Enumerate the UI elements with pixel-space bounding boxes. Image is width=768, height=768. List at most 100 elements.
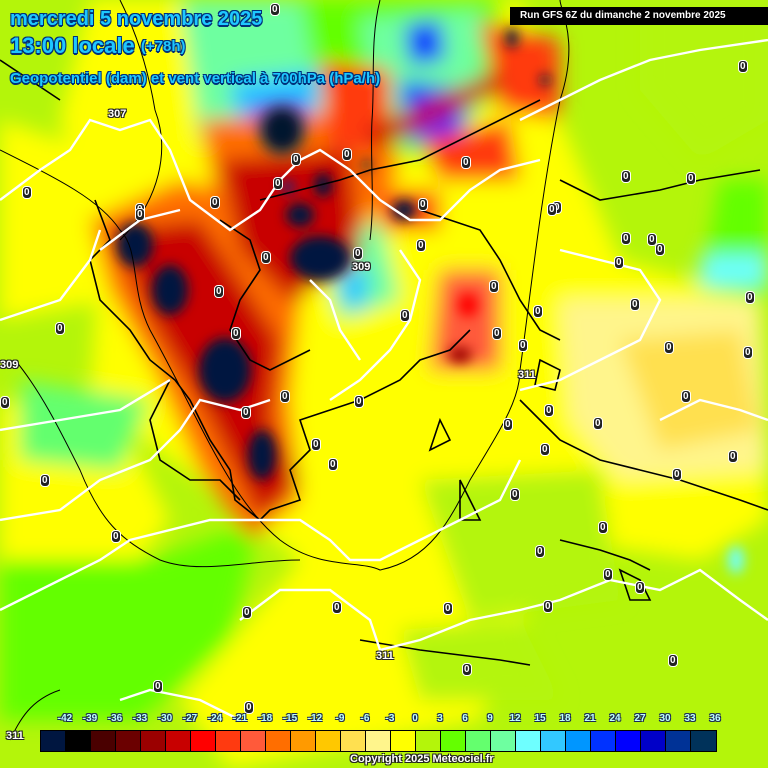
zero-isoline-label: 0	[273, 177, 283, 190]
legend-swatch	[591, 731, 616, 751]
zero-isoline-label: 0	[510, 488, 520, 501]
legend-tick: -9	[335, 713, 345, 724]
zero-isoline-label: 0	[518, 339, 528, 352]
forecast-date-title: mercredi 5 novembre 2025	[10, 8, 263, 30]
zero-isoline-label: 0	[280, 390, 290, 403]
zero-isoline-label: 0	[598, 521, 608, 534]
zero-isoline-label: 0	[214, 285, 224, 298]
legend-tick: 27	[634, 713, 646, 724]
zero-isoline-label: 0	[668, 654, 678, 667]
model-run-info: Run GFS 6Z du dimanche 2 novembre 2025	[510, 7, 768, 25]
legend-swatch	[41, 731, 66, 751]
legend-tick: -33	[132, 713, 148, 724]
zero-isoline-label: 0	[40, 474, 50, 487]
zero-isoline-label: 0	[672, 468, 682, 481]
zero-isoline-label: 0	[621, 232, 631, 245]
parameter-title: Geopotentiel (dam) et vent vertical à 70…	[10, 70, 381, 87]
zero-isoline-label: 0	[681, 390, 691, 403]
color-scale-legend	[40, 730, 717, 752]
zero-isoline-label: 0	[743, 346, 753, 359]
geopotential-label: 311	[376, 650, 394, 662]
zero-isoline-label: 0	[462, 663, 472, 676]
legend-tick: 21	[584, 713, 596, 724]
zero-isoline-label: 0	[311, 438, 321, 451]
zero-isoline-label: 0	[400, 309, 410, 322]
zero-isoline-label: 0	[728, 450, 738, 463]
legend-tick: 30	[659, 713, 671, 724]
legend-tick: -12	[307, 713, 323, 724]
zero-isoline-label: 0	[535, 545, 545, 558]
zero-isoline-label: 0	[540, 443, 550, 456]
forecast-lead-time: (+78h)	[140, 38, 186, 55]
legend-tick-labels: -42 -39 -36 -33 -30 -27 -24 -21 -18 -15 -12 -9 -6 -3 0…	[0, 713, 768, 727]
zero-isoline-label: 0	[593, 417, 603, 430]
legend-swatch	[216, 731, 241, 751]
legend-tick: -3	[385, 713, 395, 724]
zero-isoline-label: 0	[342, 148, 352, 161]
zero-isoline-label: 0	[543, 600, 553, 613]
zero-isoline-label: 0	[635, 581, 645, 594]
legend-swatch	[691, 731, 716, 751]
zero-isoline-label: 0	[443, 602, 453, 615]
zero-isoline-label: 0	[332, 601, 342, 614]
forecast-time-title: 13:00 locale (+78h)	[10, 33, 185, 59]
coastlines-borders	[0, 59, 768, 666]
legend-tick: 0	[412, 713, 418, 724]
zero-isoline-label: 0	[111, 530, 121, 543]
zero-isoline-label: 0	[242, 606, 252, 619]
legend-swatch	[666, 731, 691, 751]
zero-isoline-label: 0	[614, 256, 624, 269]
legend-tick: 3	[437, 713, 443, 724]
zero-isoline-label: 0	[461, 156, 471, 169]
legend-swatch	[541, 731, 566, 751]
zero-isoline-label: 0	[686, 172, 696, 185]
legend-tick: 24	[609, 713, 621, 724]
zero-isoline-label: 0	[738, 60, 748, 73]
geopotential-label: 309	[0, 359, 19, 371]
legend-tick: 9	[487, 713, 493, 724]
legend-tick: 6	[462, 713, 468, 724]
legend-swatch	[491, 731, 516, 751]
legend-swatch	[291, 731, 316, 751]
legend-tick: 12	[509, 713, 521, 724]
zero-isoline-label: 0	[244, 701, 254, 714]
legend-tick: 18	[559, 713, 571, 724]
legend-swatch	[316, 731, 341, 751]
legend-swatch	[191, 731, 216, 751]
legend-tick: -18	[257, 713, 273, 724]
zero-isoline-label: 0	[241, 406, 251, 419]
zero-isoline-label: 0	[664, 341, 674, 354]
legend-tick: -27	[182, 713, 198, 724]
legend-swatch	[66, 731, 91, 751]
zero-isoline-label: 0	[647, 233, 657, 246]
forecast-local-time: 13:00 locale	[10, 33, 135, 58]
legend-tick: 33	[684, 713, 696, 724]
zero-isoline-label: 0	[210, 196, 220, 209]
legend-swatch	[416, 731, 441, 751]
zero-isoline-label: 0	[55, 322, 65, 335]
legend-tick: -24	[207, 713, 223, 724]
geopotential-label: 309	[352, 261, 371, 273]
legend-tick: -36	[107, 713, 123, 724]
legend-tick: -21	[232, 713, 248, 724]
legend-swatch	[166, 731, 191, 751]
geopotential-label: 311	[6, 730, 24, 742]
legend-tick: -39	[82, 713, 98, 724]
legend-swatch	[91, 731, 116, 751]
zero-isoline-label: 0	[135, 208, 145, 221]
zero-isoline-label: 0	[544, 404, 554, 417]
zero-isoline-label: 0	[328, 458, 338, 471]
legend-swatch	[616, 731, 641, 751]
zero-isoline-label: 0	[547, 203, 557, 216]
zero-isoline-label: 0	[261, 251, 271, 264]
zero-isoline-label: 0	[153, 680, 163, 693]
zero-isoline-label: 0	[533, 305, 543, 318]
legend-swatch	[366, 731, 391, 751]
geopotential-label: 307	[108, 108, 127, 120]
zero-isoline-label: 0	[231, 327, 241, 340]
legend-swatch	[341, 731, 366, 751]
legend-swatch	[391, 731, 416, 751]
zero-isoline-label: 0	[745, 291, 755, 304]
zero-isoline-label: 0	[270, 3, 280, 16]
